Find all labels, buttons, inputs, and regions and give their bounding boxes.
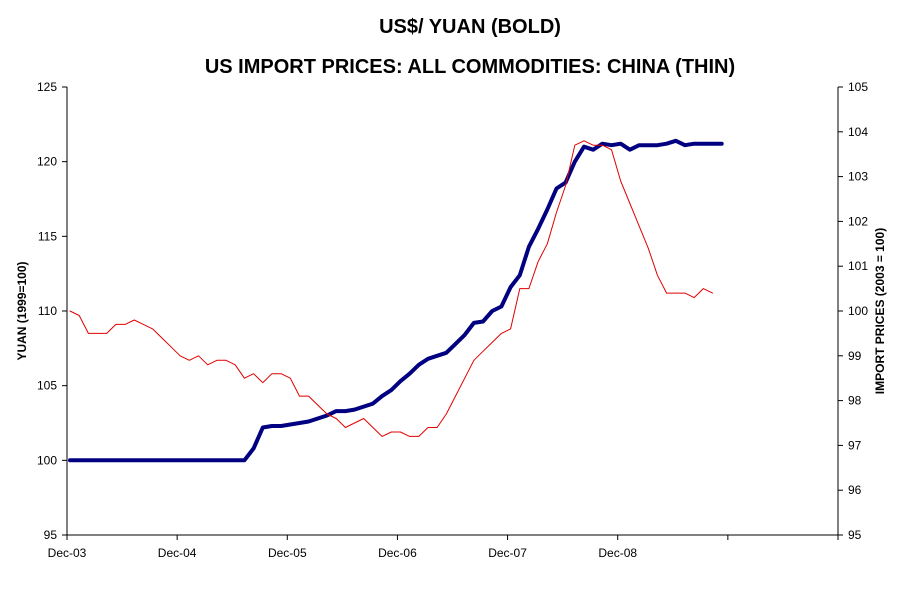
left-tick-label: 125 — [37, 80, 57, 94]
right-tick-label: 104 — [848, 125, 868, 139]
right-tick-label: 105 — [848, 80, 868, 94]
x-tick-label: Dec-06 — [378, 546, 417, 560]
left-tick-label: 105 — [37, 379, 57, 393]
right-axis-title: IMPORT PRICES (2003 = 100) — [873, 228, 887, 394]
x-tick-label: Dec-08 — [598, 546, 637, 560]
right-tick-label: 97 — [848, 438, 862, 452]
import-prices-line — [69, 140, 713, 437]
right-tick-label: 101 — [848, 259, 868, 273]
left-y-ticks: 95 100 105 110 115 120 125 — [37, 80, 67, 542]
left-tick-label: 110 — [38, 304, 57, 318]
right-tick-label: 103 — [848, 170, 868, 184]
x-tick-label: Dec-03 — [48, 546, 87, 560]
left-tick-label: 115 — [38, 229, 57, 243]
left-tick-label: 120 — [37, 155, 57, 169]
left-axis-title: YUAN (1999=100) — [15, 261, 29, 360]
right-tick-label: 98 — [848, 394, 862, 408]
chart-title-line2: US IMPORT PRICES: ALL COMMODITIES: CHINA… — [205, 56, 735, 78]
right-tick-label: 100 — [848, 304, 868, 318]
right-tick-label: 96 — [848, 483, 862, 497]
right-tick-label: 102 — [848, 214, 868, 228]
x-tick-label: Dec-04 — [158, 546, 197, 560]
x-ticks: Dec-03 Dec-04 Dec-05 Dec-06 Dec-07 Dec-08 — [48, 535, 839, 560]
right-y-ticks: 95 96 97 98 99 100 101 102 103 104 105 — [838, 80, 868, 542]
series-layer — [68, 138, 724, 463]
yuan-line — [68, 138, 724, 463]
chart-title-line1: US$/ YUAN (BOLD) — [379, 16, 561, 38]
left-tick-label: 100 — [37, 453, 57, 467]
left-tick-label: 95 — [44, 528, 58, 542]
x-tick-label: Dec-05 — [268, 546, 307, 560]
right-tick-label: 95 — [848, 528, 862, 542]
right-tick-label: 99 — [848, 349, 862, 363]
x-tick-label: Dec-07 — [488, 546, 527, 560]
